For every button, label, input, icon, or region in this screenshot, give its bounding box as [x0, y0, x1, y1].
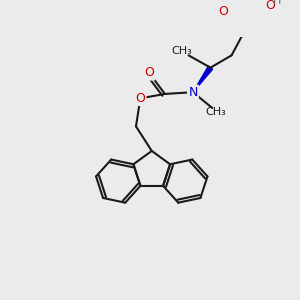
Text: N: N — [188, 86, 198, 99]
Text: O: O — [266, 0, 276, 11]
Text: O: O — [219, 5, 229, 18]
Polygon shape — [193, 66, 213, 92]
Text: CH₃: CH₃ — [206, 107, 226, 117]
Text: O: O — [135, 92, 145, 105]
Text: CH₃: CH₃ — [171, 46, 192, 56]
Text: H: H — [273, 0, 281, 6]
Text: O: O — [144, 66, 154, 80]
